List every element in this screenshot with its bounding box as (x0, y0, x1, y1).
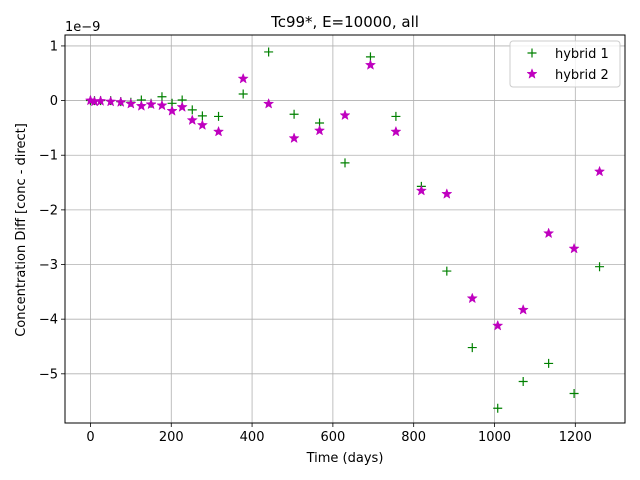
x-tick-label: 600 (320, 430, 345, 445)
data-point-series-1 (595, 262, 605, 272)
y-tick-label: −3 (39, 258, 58, 273)
data-point-series-2 (492, 319, 504, 331)
data-point-series-2 (441, 188, 453, 199)
data-point-series-2 (543, 227, 555, 239)
data-point-series-2 (415, 184, 427, 196)
data-point-series-2 (135, 100, 147, 111)
x-tick-label: 0 (86, 430, 94, 445)
data-point-series-2 (212, 125, 225, 137)
data-point-series-2 (196, 119, 208, 130)
data-point-series-2 (115, 96, 127, 107)
data-point-series-1 (214, 111, 224, 121)
chart-title: Tc99*, E=10000, all (270, 13, 419, 31)
data-point-series-1 (442, 266, 452, 276)
data-point-series-2 (94, 95, 107, 106)
data-point-series-1 (340, 158, 350, 168)
x-tick-label: 200 (159, 430, 184, 445)
x-tick-label: 800 (401, 430, 426, 445)
data-point-series-2 (156, 99, 168, 111)
x-axis-label: Time (days) (306, 451, 384, 466)
x-tick-label: 1000 (478, 430, 511, 445)
legend-marker-hybrid-2 (526, 68, 538, 79)
grid-lines (65, 35, 625, 423)
data-point-series-1 (289, 109, 299, 119)
x-tick-label: 1200 (559, 430, 592, 445)
data-point-series-2 (288, 132, 300, 144)
y-tick-label: −5 (39, 367, 58, 382)
legend-marker-hybrid-1 (527, 48, 537, 58)
data-point-series-2 (105, 95, 117, 107)
y-offset-label: 1e−9 (65, 20, 100, 35)
data-point-series-1 (544, 358, 554, 368)
data-point-series-2 (176, 101, 188, 112)
data-point-series-2 (263, 97, 275, 109)
data-point-series-2 (466, 292, 478, 304)
legend-marker-symbol (526, 68, 538, 79)
y-tick-label: −2 (39, 203, 58, 218)
data-point-series-1 (264, 47, 274, 57)
data-point-series-2 (237, 72, 249, 84)
data-point-series-2 (339, 109, 351, 121)
data-point-series-1 (493, 403, 503, 413)
plot-points (84, 47, 606, 413)
data-point-series-1 (238, 89, 248, 99)
y-tick-label: 1 (50, 39, 58, 54)
legend: hybrid 1 hybrid 2 (509, 40, 621, 88)
plot-frame (64, 34, 626, 424)
data-point-series-1 (569, 388, 579, 398)
legend-label-hybrid-2: hybrid 2 (555, 68, 609, 83)
data-point-series-2 (145, 98, 157, 110)
legend-label-hybrid-1: hybrid 1 (555, 47, 609, 62)
data-point-series-2 (593, 165, 606, 177)
data-point-series-1 (518, 376, 528, 386)
data-point-series-2 (186, 114, 198, 126)
data-point-series-2 (568, 242, 580, 254)
y-axis-label: Concentration Diff [conc - direct] (14, 123, 29, 337)
data-point-series-1 (391, 111, 401, 121)
data-point-series-1 (187, 105, 197, 115)
y-tick-label: −4 (39, 313, 58, 328)
data-point-series-1 (197, 111, 207, 121)
y-tick-label: 0 (50, 94, 58, 109)
data-point-series-2 (125, 97, 137, 109)
data-point-series-2 (390, 125, 402, 137)
axis-ticks: 0 200 400 600 800 1000 1200 −5 −4 −3 −2 −1 0 1 (39, 39, 592, 445)
data-point-series-2 (166, 105, 178, 116)
y-tick-label: −1 (39, 149, 58, 164)
data-point-series-2 (364, 59, 377, 70)
data-point-series-2 (517, 303, 529, 315)
x-tick-label: 400 (240, 430, 265, 445)
legend-box (509, 40, 621, 88)
legend-marker-symbol (527, 48, 537, 58)
data-point-series-1 (467, 343, 477, 353)
data-point-series-2 (313, 124, 326, 136)
